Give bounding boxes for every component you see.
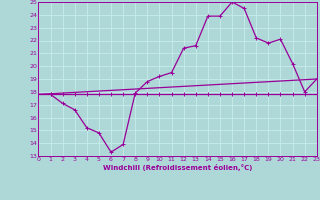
- X-axis label: Windchill (Refroidissement éolien,°C): Windchill (Refroidissement éolien,°C): [103, 164, 252, 171]
